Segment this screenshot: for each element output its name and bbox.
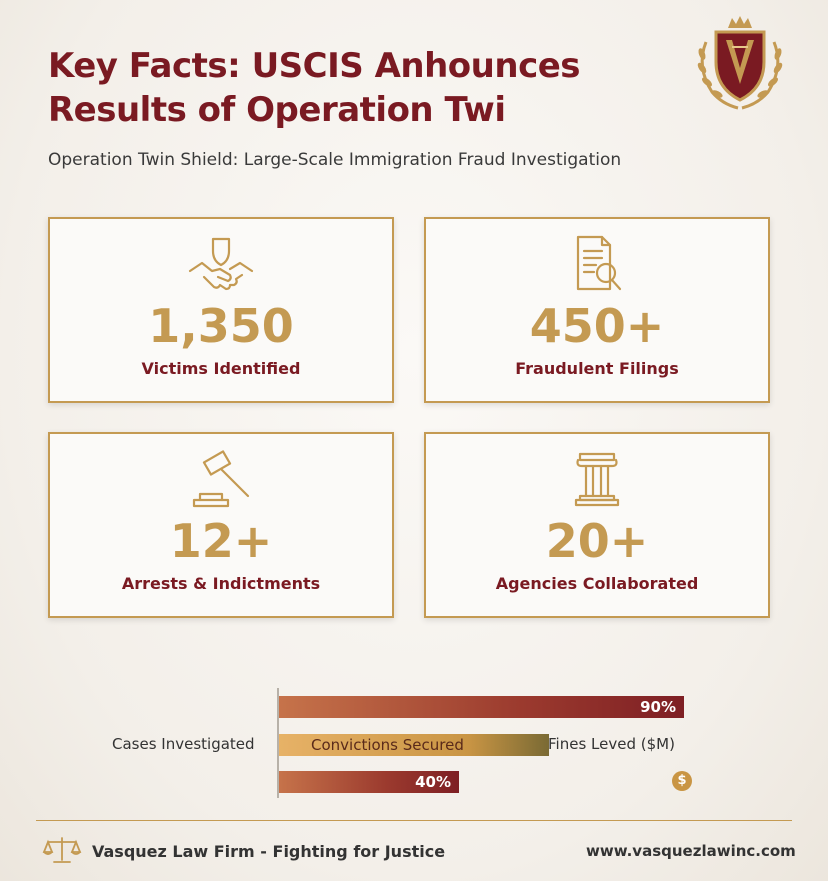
- chart-axis: [277, 688, 279, 798]
- gavel-icon: [192, 450, 250, 508]
- footer-url[interactable]: www.vasquezlawinc.com: [586, 842, 796, 860]
- stat-value: 450+: [529, 299, 665, 353]
- stat-value: 20+: [545, 514, 649, 568]
- stat-card-agencies: 20+ Agencies Collaborated: [424, 432, 770, 618]
- stat-label: Fraudulent Filings: [515, 359, 679, 378]
- stat-value: 12+: [169, 514, 273, 568]
- stat-card-arrests: 12+ Arrests & Indictments: [48, 432, 394, 618]
- bar-cases-investigated: 90%: [279, 696, 684, 718]
- document-magnifier-icon: [576, 235, 622, 291]
- bar-data-label: 90%: [640, 698, 676, 716]
- stat-value: 1,350: [148, 299, 294, 353]
- category-label: Convictions Secured: [311, 736, 464, 754]
- dollar-coin-icon: $: [672, 771, 692, 791]
- stat-card-victims: 1,350 Victims Identified: [48, 217, 394, 403]
- page-subtitle: Operation Twin Shield: Large-Scale Immig…: [48, 150, 622, 170]
- bar-fines-levied: 40%: [279, 771, 459, 793]
- footer-divider: [36, 820, 792, 821]
- bar-data-label: 40%: [415, 773, 451, 791]
- footer-firm-name: Vasquez Law Firm - Fighting for Justice: [92, 842, 446, 861]
- stat-card-filings: 450+ Fraudulent Filings: [424, 217, 770, 403]
- bar-convictions-secured: Convictions Secured: [279, 734, 549, 756]
- stat-label: Agencies Collaborated: [495, 574, 699, 593]
- page-title: Key Facts: USCIS Anhounces Results of Op…: [48, 46, 581, 130]
- law-firm-crest-icon: [697, 16, 783, 110]
- shield-handshake-icon: [188, 237, 254, 291]
- scales-of-justice-icon: [42, 837, 82, 863]
- category-label: Fines Leved ($M): [548, 735, 675, 753]
- stat-label: Arrests & Indictments: [121, 574, 321, 593]
- pillar-icon: [574, 452, 620, 507]
- stat-label: Victims Identified: [141, 359, 301, 378]
- category-label: Cases Investigated: [112, 735, 255, 753]
